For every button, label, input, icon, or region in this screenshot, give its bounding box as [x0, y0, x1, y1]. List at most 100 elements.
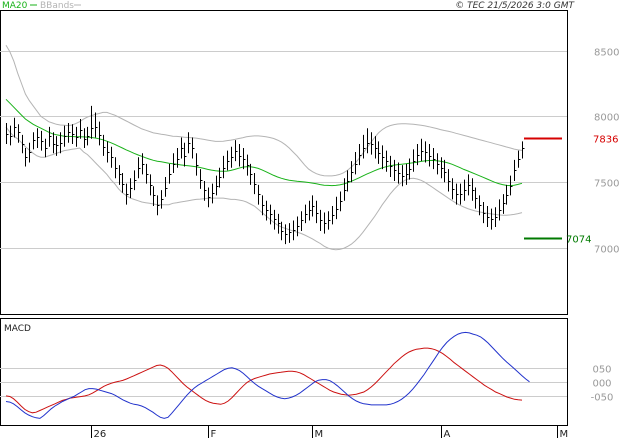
ohlc-bar	[456, 183, 459, 205]
ohlc-bar	[409, 158, 412, 180]
ohlc-bar	[309, 200, 312, 221]
ohlc-bar	[212, 183, 215, 204]
ohlc-bar	[429, 144, 432, 167]
ohlc-bar	[320, 209, 323, 232]
macd-signal-line	[5, 347, 523, 414]
ohlc-bar	[332, 205, 335, 225]
ohlc-bar	[99, 121, 102, 146]
ohlc-bar	[14, 117, 17, 138]
ohlc-bar	[413, 149, 416, 172]
ohlc-bar	[254, 173, 257, 195]
ohlc-bar	[196, 153, 199, 176]
macd-y-tick-label: 000	[592, 379, 611, 390]
ohlc-bar	[53, 132, 56, 154]
ohlc-bar	[328, 211, 331, 230]
x-tick-label: M	[560, 429, 569, 440]
ohlc-bar	[514, 159, 517, 181]
ohlc-bar	[95, 112, 98, 138]
ma20-path	[5, 98, 523, 187]
ohlc-bar	[72, 124, 75, 145]
ohlc-bar	[487, 205, 490, 228]
ohlc-bar	[510, 175, 513, 196]
ohlc-bar	[25, 148, 28, 167]
ohlc-bar	[344, 178, 347, 201]
ohlc-bar	[375, 136, 378, 159]
y-tick-label: 8000	[594, 113, 619, 124]
ohlc-bar	[475, 187, 478, 209]
ohlc-bar	[278, 213, 281, 234]
ohlc-bar	[281, 221, 284, 241]
x-tick-label: A	[444, 429, 451, 440]
ohlc-bar	[398, 162, 401, 184]
ohlc-bar	[460, 183, 463, 205]
ohlc-bar	[247, 154, 250, 176]
ohlc-bar	[406, 163, 409, 185]
ohlc-bar	[301, 211, 304, 232]
ohlc-bar	[506, 184, 509, 205]
ohlc-bar	[177, 148, 180, 168]
ohlc-bar	[18, 124, 21, 143]
ohlc-bar	[134, 170, 137, 191]
x-tick-label: M	[315, 429, 324, 440]
ohlc-bar	[157, 195, 160, 216]
ohlc-bar	[200, 169, 203, 189]
ohlc-bar	[479, 195, 482, 216]
y-tick-label: 8500	[594, 48, 619, 59]
ohlc-bar	[293, 220, 296, 241]
ohlc-bar	[10, 125, 13, 146]
ohlc-bar	[444, 159, 447, 183]
ohlc-bar	[173, 153, 176, 174]
ohlc-bar	[119, 165, 122, 185]
ohlc-bar	[181, 137, 184, 159]
ohlc-bar	[115, 157, 118, 179]
ohlc-bar	[231, 146, 234, 168]
ohlc-bar	[336, 196, 339, 220]
price-gridlines	[0, 51, 567, 249]
ohlc-bar	[76, 126, 79, 147]
ohlc-bar	[33, 132, 36, 150]
ohlc-bar	[107, 141, 110, 163]
ohlc-bar	[441, 157, 444, 179]
ohlc-bar	[367, 128, 370, 154]
ohlc-bar	[219, 167, 222, 188]
ohlc-bar	[169, 163, 172, 184]
ohlc-bar	[355, 151, 358, 175]
ohlc-bar	[390, 155, 393, 177]
ohlc-bar	[402, 165, 405, 187]
ohlc-bar	[80, 119, 83, 139]
ohlc-bar	[425, 141, 428, 163]
legend-bbands: BBands	[40, 1, 74, 11]
ohlc-bar	[363, 134, 366, 159]
ohlc-bar	[417, 144, 420, 166]
bb-upper-line	[5, 45, 523, 177]
ohlc-bar	[452, 178, 455, 200]
macd-y-axis-labels: 050 000 -050	[591, 365, 614, 404]
ohlc-bar	[522, 141, 525, 159]
ohlc-bar	[188, 132, 191, 154]
ohlc-bar	[6, 122, 9, 145]
ohlc-bar	[22, 134, 25, 154]
ohlc-bar	[347, 170, 350, 192]
ohlc-bar	[472, 178, 475, 201]
ohlc-bar	[87, 126, 90, 146]
ohlc-bar	[297, 216, 300, 237]
ohlc-bar	[126, 183, 129, 205]
price-y-axis-labels: 7000 7500 8000 8500	[594, 48, 619, 256]
ohlc-bar	[340, 191, 343, 212]
ohlc-bar	[111, 146, 114, 168]
ohlc-bar	[359, 144, 362, 166]
ohlc-bar	[45, 138, 48, 158]
price-panel-frame	[0, 10, 568, 315]
ohlc-bar	[316, 200, 319, 224]
ohlc-bar	[499, 199, 502, 221]
ohlc-bar	[433, 148, 436, 170]
legend-ma20: MA20	[2, 1, 28, 11]
ohlc-bar	[483, 202, 486, 224]
ohlc-bar	[491, 208, 494, 230]
ohlc-bar	[60, 132, 63, 154]
macd-y-tick-label: -050	[591, 393, 614, 404]
ohlc-bar	[216, 175, 219, 196]
ohlc-bar	[146, 163, 149, 184]
ohlc-bar	[371, 132, 374, 155]
ohlc-bar	[289, 223, 292, 243]
